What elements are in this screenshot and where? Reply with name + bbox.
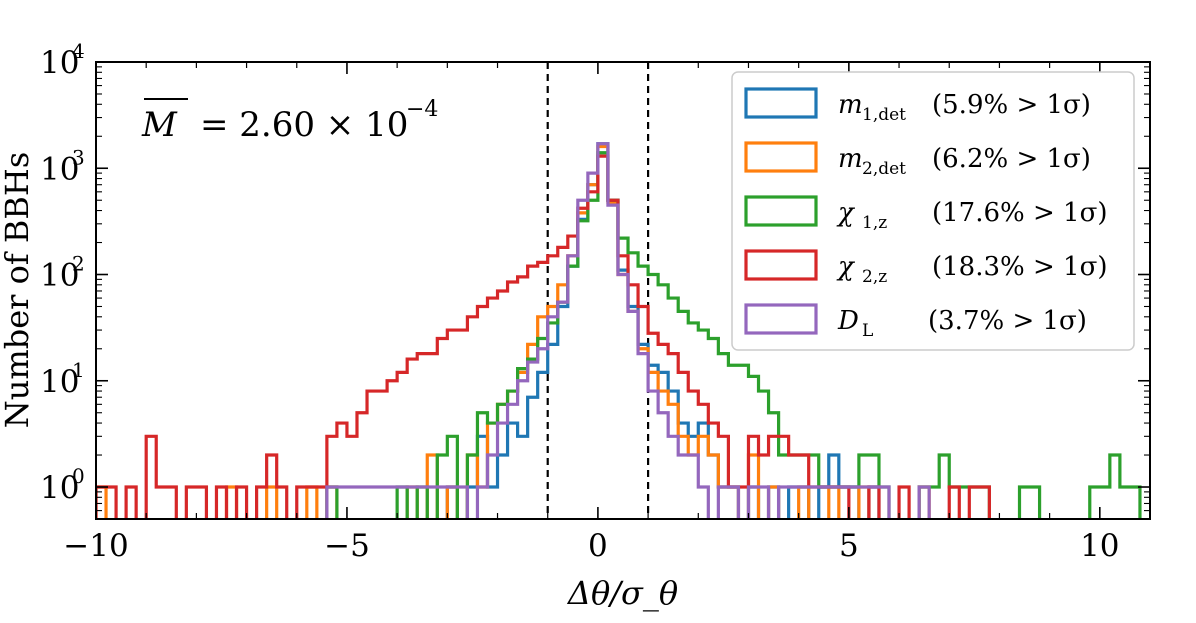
chirp-mass-annotation: M = 2.60 × 10 −4 bbox=[141, 97, 438, 145]
y-tick-base: 10 bbox=[40, 45, 79, 81]
legend-label-sub: L bbox=[862, 321, 873, 341]
y-axis-title: Number of BBHs bbox=[0, 152, 36, 428]
y-tick-exponent: 2 bbox=[72, 252, 85, 276]
y-tick-label: 102 bbox=[40, 252, 85, 294]
y-tick-label: 103 bbox=[40, 145, 85, 187]
legend-label-sub: 2,det bbox=[862, 159, 906, 179]
x-tick-label: 5 bbox=[839, 528, 859, 564]
annotation-symbol: M bbox=[141, 105, 178, 145]
x-tick-label: −5 bbox=[324, 528, 370, 564]
y-tick-label: 100 bbox=[40, 464, 85, 506]
legend-item: m 1,det (5.9% > 1σ) bbox=[744, 87, 1091, 125]
legend-swatch bbox=[744, 249, 818, 281]
y-tick-base: 10 bbox=[40, 151, 79, 187]
legend-label-main: χ bbox=[836, 252, 856, 282]
legend-label-fraction: (3.7% > 1σ) bbox=[928, 306, 1087, 336]
legend-label-main: D bbox=[837, 306, 859, 336]
legend-label-fraction: (17.6% > 1σ) bbox=[932, 198, 1108, 228]
y-tick-exponent: 0 bbox=[72, 464, 85, 488]
legend-item: D L (3.7% > 1σ) bbox=[744, 303, 1087, 341]
legend-label-main: m bbox=[838, 144, 863, 174]
legend-item: χ 1,z (17.6% > 1σ) bbox=[744, 195, 1108, 233]
legend: m 1,det (5.9% > 1σ)m 2,det (6.2% > 1σ)χ 1,z (1… bbox=[731, 71, 1135, 351]
annotation-text: = 2.60 × 10 bbox=[200, 105, 408, 145]
sigma-reference-lines bbox=[546, 62, 650, 519]
x-axis-title: Δθ/σ_θ bbox=[566, 574, 678, 612]
legend-item: χ 2,z (18.3% > 1σ) bbox=[744, 249, 1108, 287]
x-tick-label: −10 bbox=[63, 528, 128, 564]
y-tick-exponent: 1 bbox=[72, 358, 85, 382]
y-tick-label: 104 bbox=[40, 39, 85, 81]
legend-item: m 2,det (6.2% > 1σ) bbox=[744, 141, 1091, 179]
y-tick-exponent: 4 bbox=[72, 39, 85, 63]
ticks bbox=[95, 61, 1151, 520]
y-tick-base: 10 bbox=[40, 470, 79, 506]
legend-swatch bbox=[744, 195, 818, 227]
x-tick-label: 10 bbox=[1080, 528, 1119, 564]
legend-swatch bbox=[744, 303, 818, 335]
legend-swatch bbox=[744, 141, 818, 173]
legend-label-main: χ bbox=[836, 198, 856, 228]
legend-frame bbox=[731, 71, 1135, 351]
legend-label-main: m bbox=[838, 90, 863, 120]
legend-label-sub: 1,det bbox=[862, 105, 906, 125]
x-tick-label: 0 bbox=[588, 528, 608, 564]
legend-label-fraction: (6.2% > 1σ) bbox=[932, 144, 1091, 174]
y-tick-exponent: 3 bbox=[72, 145, 85, 169]
legend-label-fraction: (5.9% > 1σ) bbox=[932, 90, 1091, 120]
legend-label-fraction: (18.3% > 1σ) bbox=[932, 252, 1108, 282]
y-tick-base: 10 bbox=[40, 364, 79, 400]
series-line-d-l bbox=[325, 142, 931, 519]
legend-label-sub: 1,z bbox=[862, 213, 887, 233]
legend-label-sub: 2,z bbox=[862, 267, 887, 287]
y-tick-label: 101 bbox=[40, 358, 85, 400]
annotation-exponent: −4 bbox=[406, 97, 438, 122]
legend-swatch bbox=[744, 87, 818, 119]
y-tick-base: 10 bbox=[40, 258, 79, 294]
